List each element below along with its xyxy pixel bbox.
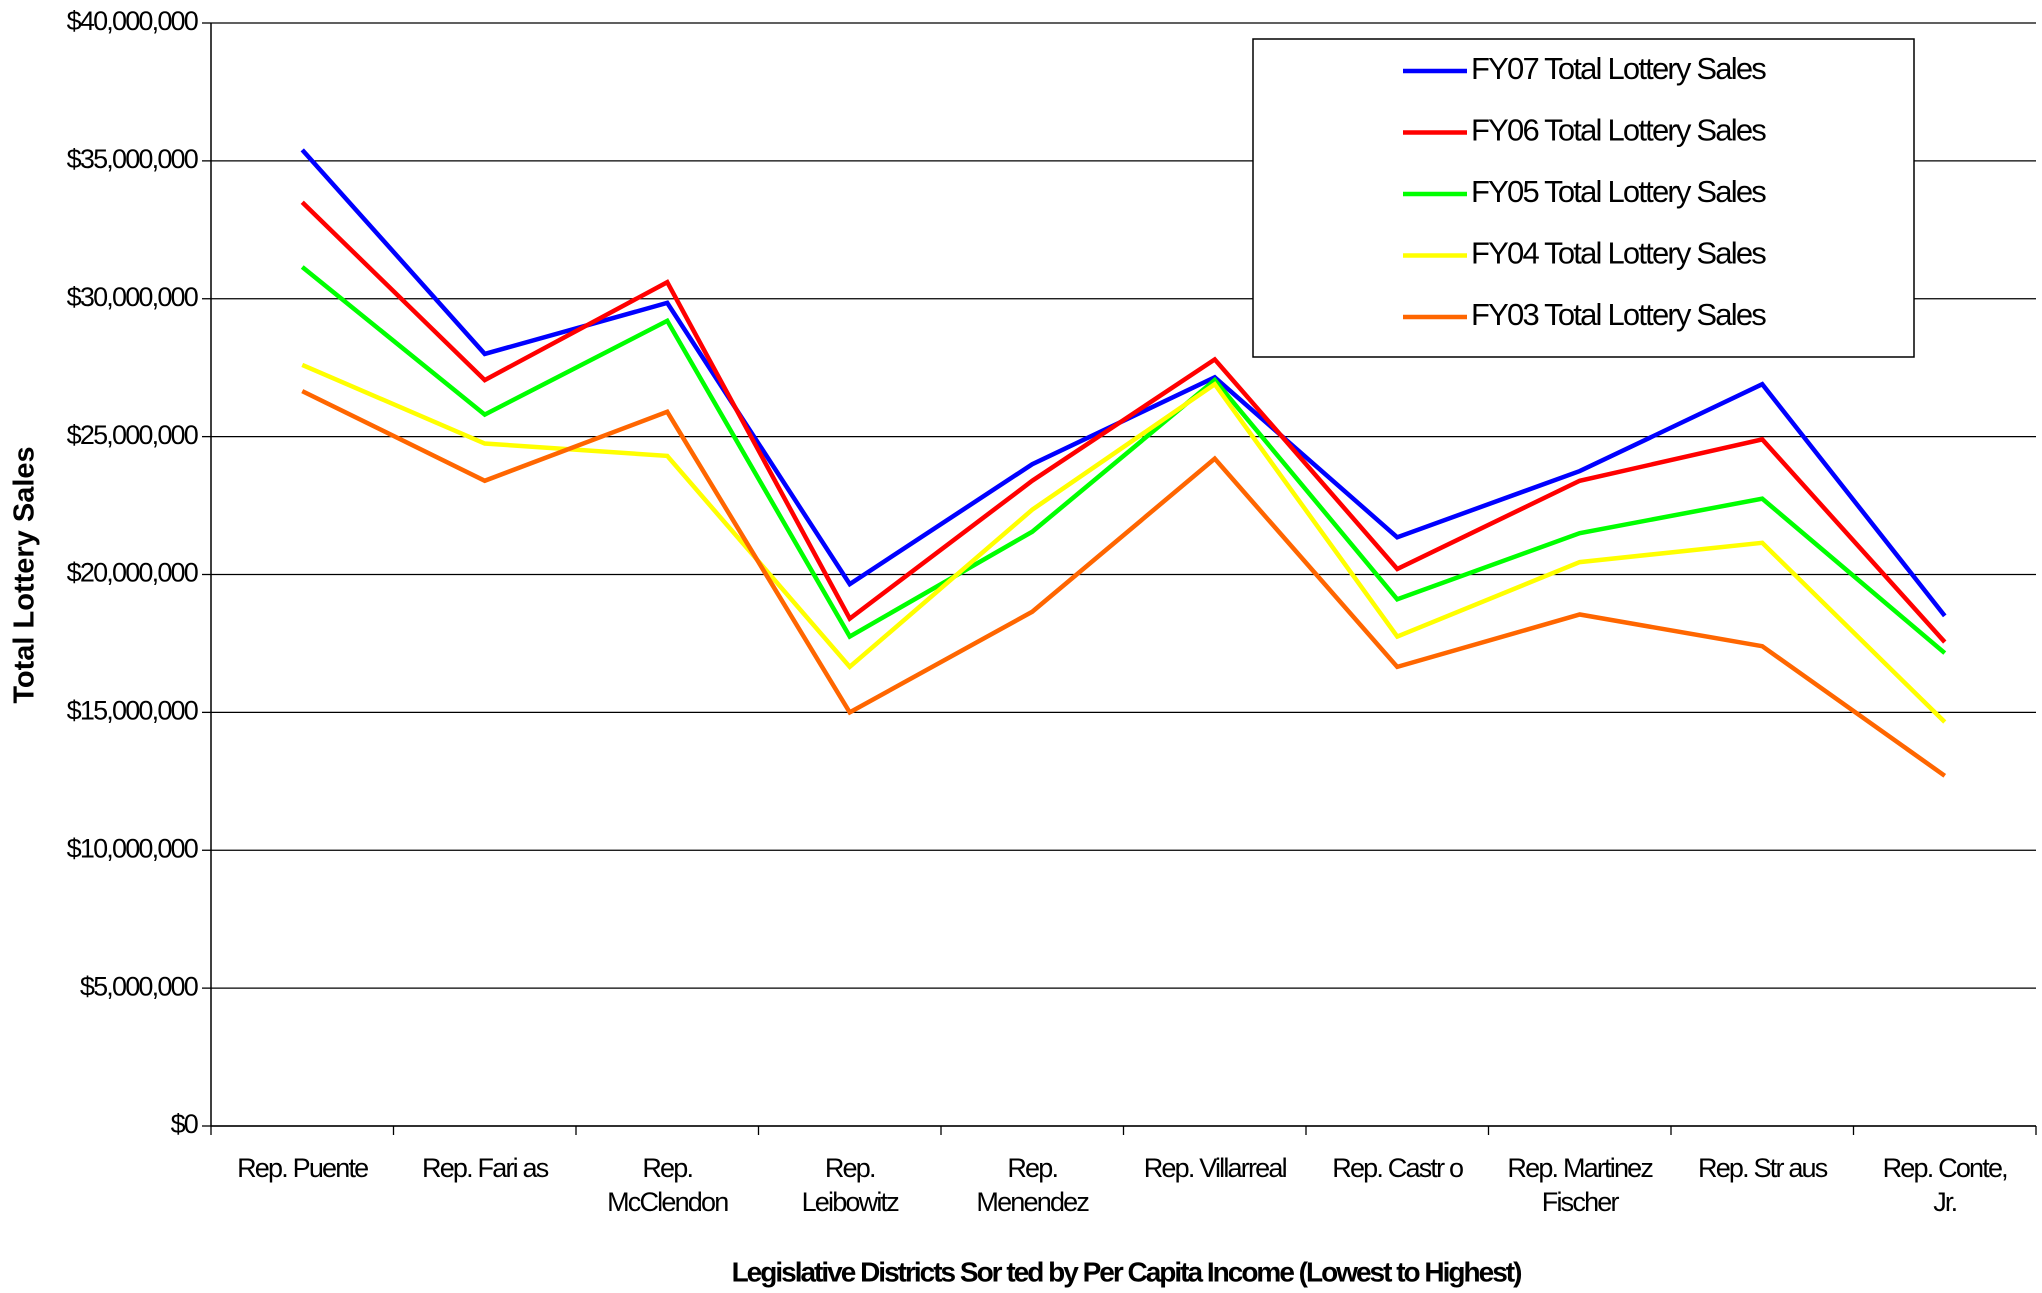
series-line <box>301 362 1947 724</box>
legend-label: FY05 Total Lottery Sales <box>1471 174 1766 209</box>
x-axis-title: Legislative Districts Sor ted by Per Cap… <box>732 1256 1522 1287</box>
x-tick-label-box: Rep. Conte, Jr. <box>1882 1153 2009 1217</box>
x-tick-label: Rep. McClendon <box>607 1153 729 1217</box>
series-line <box>300 265 1947 655</box>
x-tick-label: Rep. Martinez Fischer <box>1507 1153 1653 1217</box>
x-tick-label: Rep. Str aus <box>1698 1153 1828 1183</box>
x-tick-label-box: Rep. McClendon <box>607 1153 729 1217</box>
x-tick-label-box: Rep. Castr o <box>1332 1153 1464 1183</box>
y-axis-title: Total Lottery Sales <box>9 446 41 703</box>
x-tick-label: Rep. Castr o <box>1332 1153 1464 1183</box>
legend-label: FY03 Total Lottery Sales <box>1471 297 1766 332</box>
series-line <box>301 389 1947 778</box>
x-tick-label: Rep. Villarreal <box>1143 1153 1288 1183</box>
legend-label: FY04 Total Lottery Sales <box>1471 236 1766 271</box>
y-tick-label: $5,000,000 <box>80 971 198 1001</box>
x-tick-label: Rep. Puente <box>237 1153 369 1183</box>
y-tick-label: $10,000,000 <box>67 833 198 863</box>
y-tick-label: $0 <box>171 1109 198 1139</box>
x-tick-label-box: Rep. Villarreal <box>1143 1153 1288 1183</box>
x-tick-label-box: Rep. Leibowitz <box>801 1153 900 1217</box>
x-tick-label: Rep. Menendez <box>976 1153 1090 1217</box>
x-tick-label-box: Rep. Menendez <box>976 1153 1090 1217</box>
y-tick-label: $40,000,000 <box>67 6 198 36</box>
x-tick-label-box: Rep. Puente <box>237 1153 369 1183</box>
series-line <box>300 200 1947 644</box>
y-tick-label: $20,000,000 <box>67 558 198 588</box>
x-tick-label-box: Rep. Martinez Fischer <box>1507 1153 1653 1217</box>
legend-label: FY07 Total Lottery Sales <box>1471 51 1766 86</box>
x-tick-label-box: Rep. Fari as <box>422 1153 549 1183</box>
legend-label: FY06 Total Lottery Sales <box>1471 113 1766 148</box>
x-tick-label-box: Rep. Str aus <box>1698 1153 1828 1183</box>
y-tick-label: $15,000,000 <box>67 696 198 726</box>
x-tick-label: Rep. Conte, Jr. <box>1882 1153 2009 1217</box>
legend-box <box>1252 38 1915 358</box>
y-tick-label: $35,000,000 <box>67 144 198 174</box>
x-tick-label: Rep. Leibowitz <box>801 1153 900 1217</box>
x-tick-label: Rep. Fari as <box>422 1153 549 1183</box>
y-tick-label: $25,000,000 <box>67 420 198 450</box>
y-tick-label: $30,000,000 <box>67 282 198 312</box>
